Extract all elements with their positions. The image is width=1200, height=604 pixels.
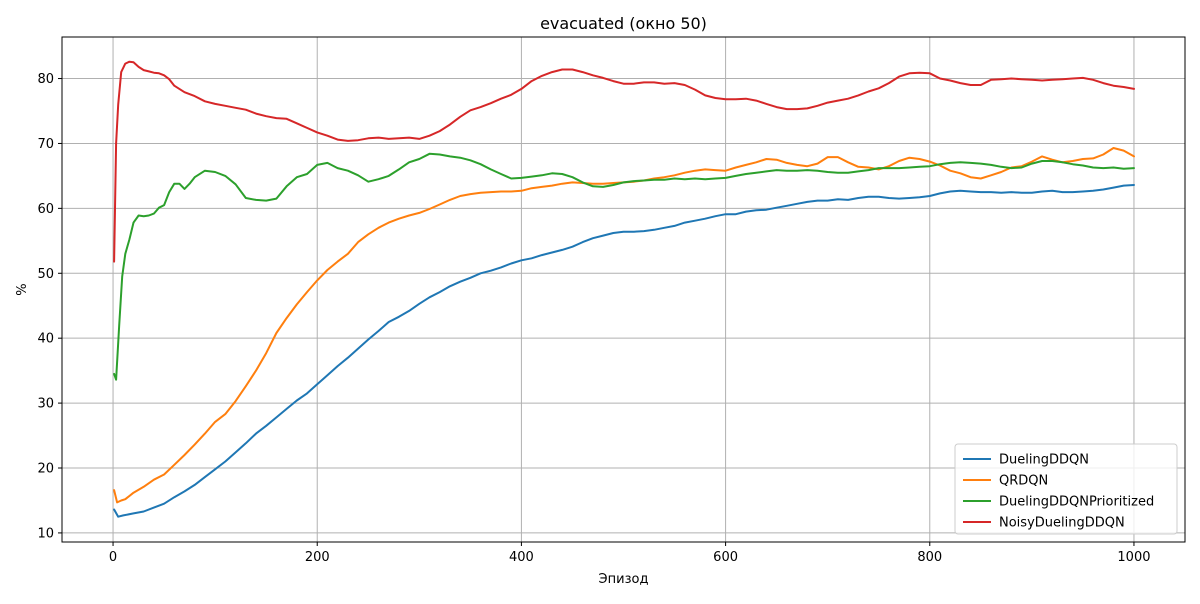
plot-frame: [61, 36, 1186, 543]
y-tick-label: 60: [37, 202, 54, 217]
series-line-1: [113, 184, 1135, 518]
series-lines: [113, 60, 1135, 518]
y-tick-label: 20: [37, 462, 54, 477]
y-tick-label: 40: [37, 332, 54, 347]
legend-label-3: DuelingDDQNPrioritized: [999, 495, 1154, 510]
y-tick-label: 50: [37, 267, 54, 282]
y-axis-label: %: [15, 283, 30, 295]
x-tick-label: 1000: [1117, 550, 1150, 565]
legend-label-4: NoisyDuelingDDQN: [999, 516, 1125, 531]
y-tick-label: 80: [37, 72, 54, 87]
series-line-4: [113, 60, 1135, 263]
legend-label-2: QRDQN: [999, 474, 1048, 489]
x-tick-label: 400: [509, 550, 534, 565]
x-tick-label: 0: [109, 550, 117, 565]
x-tick-label: 200: [305, 550, 330, 565]
y-tick-label: 70: [37, 137, 54, 152]
chart-title: evacuated (окно 50): [540, 14, 707, 33]
y-tick-label: 30: [37, 397, 54, 412]
axis-ticks: 0 200 400 600 800 1000 10 20 30 40 50 60 70 80: [37, 72, 1150, 565]
legend-label-1: DuelingDDQN: [999, 453, 1089, 468]
series-line-3: [113, 152, 1135, 381]
x-axis-label: Эпизод: [599, 572, 649, 587]
legend: DuelingDDQN QRDQN DuelingDDQNPrioritized No…: [954, 443, 1178, 535]
x-tick-label: 600: [713, 550, 738, 565]
y-tick-label: 10: [37, 526, 54, 541]
legend-box: [954, 443, 1178, 535]
x-tick-label: 800: [917, 550, 942, 565]
series-line-2: [113, 147, 1135, 504]
